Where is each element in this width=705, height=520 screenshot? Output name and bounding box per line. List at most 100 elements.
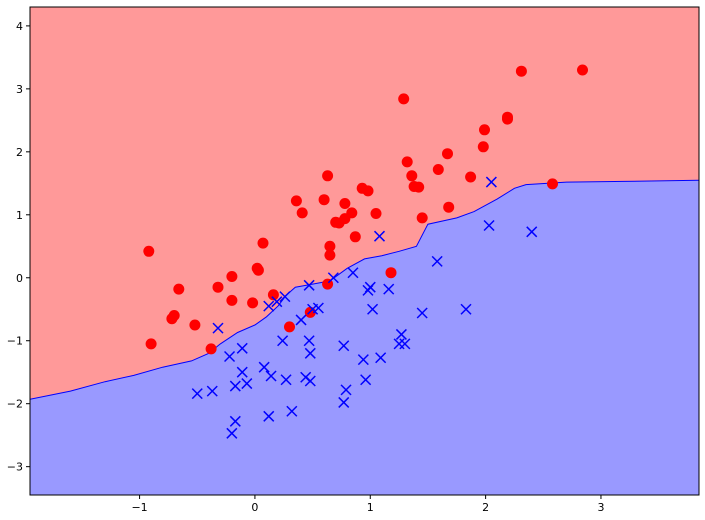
circle-point: [401, 156, 413, 168]
x-point: [360, 374, 372, 386]
circle-point: [432, 164, 444, 175]
x-point: [265, 370, 277, 382]
circle-point: [349, 231, 361, 243]
circle-point: [267, 289, 279, 301]
x-point: [327, 272, 339, 284]
circle-point: [324, 249, 336, 261]
circle-point: [406, 170, 418, 182]
circle-point: [324, 240, 336, 252]
x-point: [399, 338, 411, 350]
y-tick-label: 4: [16, 20, 23, 33]
x-point: [383, 283, 395, 295]
x-tick-label: 2: [482, 501, 489, 514]
x-point: [485, 176, 497, 188]
circle-point: [290, 195, 302, 207]
x-point: [280, 374, 292, 386]
circle-point: [257, 237, 269, 249]
x-tick-label: 1: [367, 501, 374, 514]
x-tick-label: 3: [597, 501, 604, 514]
circle-point: [339, 198, 351, 209]
x-point: [241, 378, 253, 390]
x-point: [279, 291, 291, 303]
x-point: [229, 380, 241, 392]
circle-point: [226, 294, 238, 306]
x-point: [483, 219, 495, 232]
x-point: [258, 361, 270, 373]
lower-class-region: [30, 180, 699, 495]
x-point: [340, 384, 352, 396]
x-point: [431, 255, 443, 267]
circle-point: [502, 111, 513, 123]
x-axis: −1 0 1 2 3: [131, 495, 604, 514]
x-point: [357, 354, 369, 366]
circle-point: [547, 178, 558, 190]
x-point: [236, 366, 248, 378]
circle-point: [413, 181, 425, 193]
y-tick-label: 1: [16, 209, 23, 222]
x-point: [206, 385, 218, 397]
x-point: [338, 396, 350, 408]
circle-point: [318, 194, 330, 206]
x-point: [263, 300, 275, 312]
circle-point: [577, 64, 588, 76]
y-axis: −3 −2 −1 0 1 2 3 4: [7, 20, 30, 474]
circle-point: [362, 185, 374, 197]
circle-point: [205, 343, 217, 355]
x-point: [236, 342, 248, 354]
x-point: [395, 328, 407, 340]
y-tick-label: −1: [7, 335, 23, 348]
y-tick-label: −3: [7, 461, 23, 474]
x-point: [367, 303, 379, 315]
circle-point: [322, 170, 334, 182]
x-tick-label: −1: [131, 501, 147, 514]
circle-point: [346, 207, 358, 219]
x-point: [375, 352, 387, 364]
x-point: [226, 427, 238, 439]
x-point: [416, 307, 428, 319]
x-point: [373, 230, 386, 242]
circle-point: [212, 281, 224, 293]
circle-point: [443, 201, 455, 213]
x-point: [271, 296, 283, 308]
circle-point: [247, 297, 259, 309]
x-point: [277, 335, 289, 347]
circle-point: [385, 267, 397, 279]
x-point: [191, 388, 203, 400]
circle-point: [479, 124, 490, 136]
x-point: [295, 314, 307, 326]
x-point: [364, 281, 376, 293]
circle-point: [145, 338, 157, 350]
x-point: [460, 303, 472, 315]
circle-point: [252, 264, 264, 276]
data-points: [143, 64, 588, 439]
circle-point: [515, 65, 527, 77]
circle-point: [168, 310, 180, 321]
x-point: [303, 335, 315, 347]
x-point: [212, 322, 224, 334]
y-tick-label: 0: [16, 272, 23, 285]
x-tick-label: 0: [251, 501, 258, 514]
x-point: [338, 340, 350, 352]
x-point: [347, 267, 359, 279]
circle-point: [284, 321, 295, 333]
circle-point: [189, 319, 201, 331]
circle-point: [442, 148, 453, 160]
circle-point: [416, 212, 428, 224]
x-point: [224, 350, 236, 363]
circle-point: [296, 207, 308, 219]
x-point: [303, 279, 315, 291]
circle-point: [398, 93, 410, 105]
y-tick-label: 2: [16, 146, 23, 159]
y-tick-label: 3: [16, 83, 23, 96]
x-point: [304, 375, 316, 387]
x-point: [526, 226, 538, 238]
circle-point: [370, 208, 382, 219]
plot-frame: [29, 6, 700, 496]
circle-point: [465, 171, 477, 183]
x-point: [312, 302, 324, 314]
circle-point: [173, 283, 185, 295]
decision-boundary-line: [30, 179, 699, 400]
x-point: [263, 410, 275, 422]
circle-point: [477, 141, 489, 153]
